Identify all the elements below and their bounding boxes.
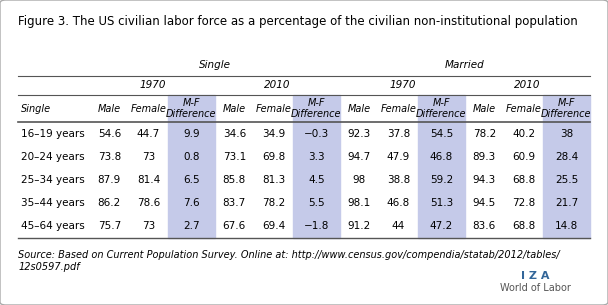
Text: 5.5: 5.5 (308, 198, 325, 208)
Text: 83.7: 83.7 (223, 198, 246, 208)
Text: 6.5: 6.5 (183, 175, 200, 185)
Text: 87.9: 87.9 (98, 175, 121, 185)
Text: 73: 73 (142, 152, 155, 162)
Text: 9.9: 9.9 (183, 129, 200, 139)
Text: Married: Married (445, 60, 485, 70)
Text: 40.2: 40.2 (512, 129, 535, 139)
Text: 94.7: 94.7 (348, 152, 371, 162)
Text: 3.3: 3.3 (308, 152, 325, 162)
Text: 78.2: 78.2 (262, 198, 285, 208)
Text: 25.5: 25.5 (555, 175, 578, 185)
Text: 34.6: 34.6 (223, 129, 246, 139)
Text: 68.8: 68.8 (512, 175, 535, 185)
Text: 35–44 years: 35–44 years (21, 198, 85, 208)
Text: −1.8: −1.8 (304, 221, 329, 231)
Text: 78.2: 78.2 (473, 129, 496, 139)
Text: Source: Based on Current Population Survey. Online at: http://www.census.gov/com: Source: Based on Current Population Surv… (18, 250, 560, 272)
Text: 89.3: 89.3 (473, 152, 496, 162)
Text: 73: 73 (142, 221, 155, 231)
Text: Male: Male (348, 103, 371, 113)
Text: M-F
Difference: M-F Difference (291, 98, 342, 119)
Text: 44: 44 (392, 221, 405, 231)
Text: 44.7: 44.7 (137, 129, 160, 139)
Text: 21.7: 21.7 (555, 198, 578, 208)
Text: 54.6: 54.6 (98, 129, 121, 139)
Text: 7.6: 7.6 (183, 198, 200, 208)
Text: 75.7: 75.7 (98, 221, 121, 231)
Text: 54.5: 54.5 (430, 129, 453, 139)
Text: Single: Single (199, 60, 231, 70)
Text: Female: Female (381, 103, 416, 113)
Text: 4.5: 4.5 (308, 175, 325, 185)
Text: 51.3: 51.3 (430, 198, 453, 208)
Text: 92.3: 92.3 (348, 129, 371, 139)
Text: 2.7: 2.7 (183, 221, 200, 231)
Text: 98: 98 (353, 175, 366, 185)
Text: 98.1: 98.1 (348, 198, 371, 208)
Text: 38.8: 38.8 (387, 175, 410, 185)
Text: 72.8: 72.8 (512, 198, 535, 208)
Text: 38: 38 (560, 129, 573, 139)
Text: Female: Female (506, 103, 542, 113)
Text: 86.2: 86.2 (98, 198, 121, 208)
Text: 20–24 years: 20–24 years (21, 152, 85, 162)
Text: 46.8: 46.8 (387, 198, 410, 208)
Text: 73.1: 73.1 (223, 152, 246, 162)
Text: 0.8: 0.8 (183, 152, 199, 162)
Text: 1970: 1970 (389, 81, 415, 90)
Text: 91.2: 91.2 (348, 221, 371, 231)
Text: 83.6: 83.6 (473, 221, 496, 231)
Text: 85.8: 85.8 (223, 175, 246, 185)
Text: 68.8: 68.8 (512, 221, 535, 231)
Text: 25–34 years: 25–34 years (21, 175, 85, 185)
Text: 47.2: 47.2 (430, 221, 453, 231)
Text: 81.4: 81.4 (137, 175, 160, 185)
Text: 69.8: 69.8 (262, 152, 285, 162)
Text: M-F
Difference: M-F Difference (541, 98, 592, 119)
Text: −0.3: −0.3 (304, 129, 329, 139)
Text: Single: Single (21, 103, 52, 113)
Text: 60.9: 60.9 (512, 152, 535, 162)
Text: 59.2: 59.2 (430, 175, 453, 185)
Text: 16–19 years: 16–19 years (21, 129, 85, 139)
Text: 67.6: 67.6 (223, 221, 246, 231)
Text: 14.8: 14.8 (555, 221, 578, 231)
Text: 28.4: 28.4 (555, 152, 578, 162)
Text: Male: Male (223, 103, 246, 113)
Text: 45–64 years: 45–64 years (21, 221, 85, 231)
Text: Female: Female (131, 103, 167, 113)
Text: Figure 3. The US civilian labor force as a percentage of the civilian non-instit: Figure 3. The US civilian labor force as… (18, 15, 578, 28)
Text: 94.3: 94.3 (473, 175, 496, 185)
Text: 2010: 2010 (264, 81, 291, 90)
Text: 69.4: 69.4 (262, 221, 285, 231)
Text: 78.6: 78.6 (137, 198, 160, 208)
Text: Male: Male (98, 103, 121, 113)
Text: 81.3: 81.3 (262, 175, 285, 185)
Text: 47.9: 47.9 (387, 152, 410, 162)
Text: World of Labor: World of Labor (500, 283, 570, 293)
Text: Female: Female (255, 103, 291, 113)
Text: 73.8: 73.8 (98, 152, 121, 162)
Text: 46.8: 46.8 (430, 152, 453, 162)
Text: 2010: 2010 (514, 81, 541, 90)
Text: 1970: 1970 (139, 81, 165, 90)
Text: 94.5: 94.5 (473, 198, 496, 208)
Text: M-F
Difference: M-F Difference (166, 98, 216, 119)
Text: 37.8: 37.8 (387, 129, 410, 139)
Text: I Z A: I Z A (521, 271, 549, 281)
Text: 34.9: 34.9 (262, 129, 285, 139)
Text: Male: Male (473, 103, 496, 113)
Text: M-F
Difference: M-F Difference (416, 98, 467, 119)
